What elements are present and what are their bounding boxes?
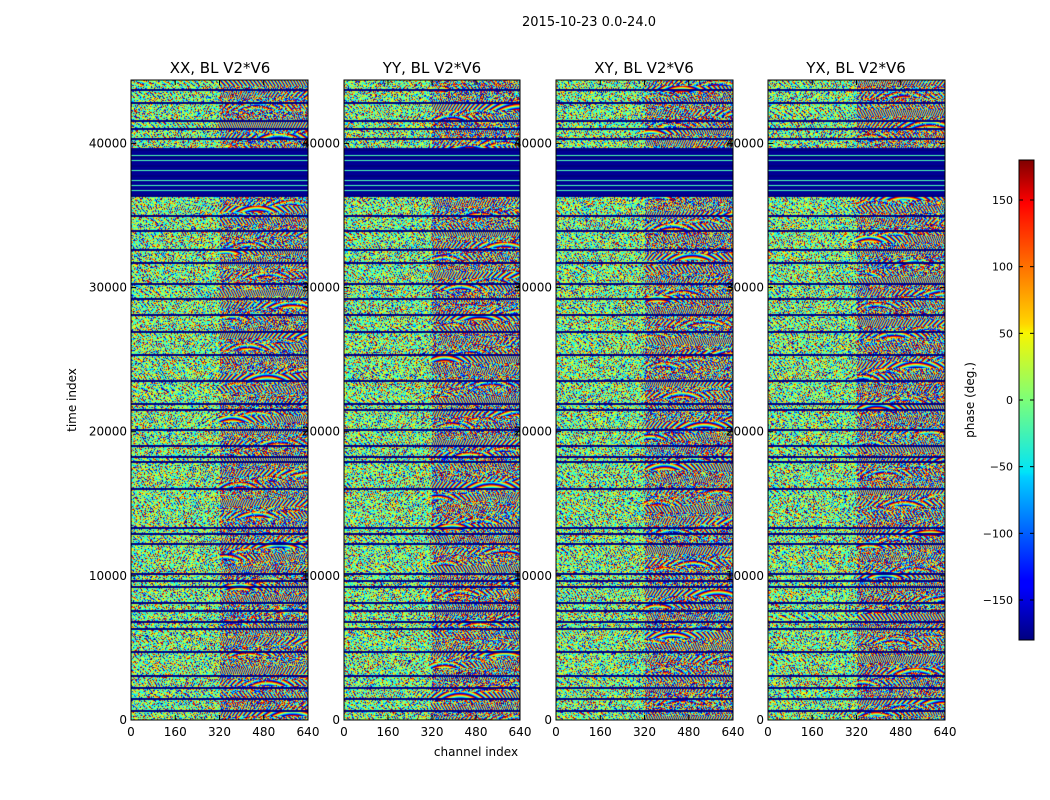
x-tick-label: 640 <box>722 725 745 739</box>
y-tick-label: 20000 <box>302 425 340 439</box>
x-tick-label: 640 <box>509 725 532 739</box>
y-axis-yx: 0 10000 20000 30000 40000 <box>726 136 945 727</box>
colorbar: 150 100 50 0 −50 −100 −150 phase (deg.) <box>963 159 1035 641</box>
heatmap-image <box>768 80 945 720</box>
x-tick-label: 480 <box>465 725 488 739</box>
x-tick-label: 480 <box>252 725 275 739</box>
panel-xx: XX, BL V2*V6 0 160 320 480 640 0 10000 20000 30… <box>89 59 320 739</box>
colorbar-tick-label: 50 <box>999 327 1013 340</box>
panel-title-xx: XX, BL V2*V6 <box>170 59 271 77</box>
heatmap-image <box>344 80 520 720</box>
y-tick-label: 0 <box>332 713 340 727</box>
heatmap-image <box>556 80 733 720</box>
colorbar-tick-label: 150 <box>992 194 1013 207</box>
x-tick-label: 160 <box>589 725 612 739</box>
y-tick-label: 0 <box>756 713 764 727</box>
y-axis-xy: 0 10000 20000 30000 40000 <box>514 136 733 727</box>
heatmap-xx <box>131 80 308 720</box>
colorbar-tick-label: 100 <box>992 261 1013 274</box>
colorbar-label: phase (deg.) <box>963 362 977 438</box>
colorbar-tick-label: −50 <box>990 461 1013 474</box>
x-axis-xy: 0 160 320 480 640 <box>552 80 744 739</box>
y-tick-label: 30000 <box>89 281 127 295</box>
y-tick-label: 20000 <box>726 425 764 439</box>
x-tick-label: 160 <box>377 725 400 739</box>
x-tick-label: 320 <box>633 725 656 739</box>
heatmap-image <box>131 80 308 720</box>
panel-title-yx: YX, BL V2*V6 <box>805 59 906 77</box>
y-tick-label: 30000 <box>302 281 340 295</box>
x-axis-label: channel index <box>434 745 518 759</box>
panel-yx: YX, BL V2*V6 0 160 320 480 640 0 10000 20000 30… <box>726 59 957 739</box>
panel-title-xy: XY, BL V2*V6 <box>594 59 694 77</box>
x-tick-label: 320 <box>845 725 868 739</box>
y-tick-label: 0 <box>544 713 552 727</box>
y-tick-label: 0 <box>119 713 127 727</box>
y-tick-label: 10000 <box>302 569 340 583</box>
y-tick-label: 20000 <box>514 425 552 439</box>
x-axis-yy: 0 160 320 480 640 <box>340 80 531 739</box>
colorbar-ticks: 150 100 50 0 −50 −100 −150 <box>983 194 1034 607</box>
y-axis-yy: 0 10000 20000 30000 40000 <box>302 136 520 727</box>
panel-title-yy: YY, BL V2*V6 <box>382 59 481 77</box>
x-tick-label: 640 <box>934 725 957 739</box>
x-tick-label: 0 <box>340 725 348 739</box>
y-axis-label: time index <box>65 368 79 432</box>
x-tick-label: 0 <box>764 725 772 739</box>
panel-xy: XY, BL V2*V6 0 160 320 480 640 0 10000 20000 30… <box>514 59 745 739</box>
chart-suptitle: 2015-10-23 0.0-24.0 <box>522 15 656 30</box>
x-tick-label: 320 <box>208 725 231 739</box>
colorbar-tick-label: −150 <box>983 594 1013 607</box>
x-tick-label: 640 <box>297 725 320 739</box>
x-axis-xx: 0 160 320 480 640 <box>127 80 319 739</box>
y-tick-label: 40000 <box>302 136 340 150</box>
heatmap-yy <box>344 80 520 720</box>
y-tick-label: 40000 <box>726 136 764 150</box>
colorbar-tick-label: 0 <box>1006 394 1013 407</box>
x-tick-label: 0 <box>552 725 560 739</box>
y-axis-xx: 0 10000 20000 30000 40000 <box>89 136 308 727</box>
x-axis-yx: 0 160 320 480 640 <box>764 80 956 739</box>
panel-yy: YY, BL V2*V6 0 160 320 480 640 0 10000 20000 30… <box>302 59 532 739</box>
x-tick-label: 160 <box>801 725 824 739</box>
x-tick-label: 160 <box>164 725 187 739</box>
x-tick-label: 480 <box>889 725 912 739</box>
y-tick-label: 20000 <box>89 425 127 439</box>
heatmap-xy <box>556 80 733 720</box>
y-tick-label: 10000 <box>726 569 764 583</box>
y-tick-label: 30000 <box>726 281 764 295</box>
heatmap-yx <box>768 80 945 720</box>
y-tick-label: 40000 <box>514 136 552 150</box>
x-tick-label: 480 <box>677 725 700 739</box>
y-tick-label: 10000 <box>89 569 127 583</box>
x-tick-label: 0 <box>127 725 135 739</box>
x-tick-label: 320 <box>421 725 444 739</box>
colorbar-tick-label: −100 <box>983 527 1013 540</box>
y-tick-label: 30000 <box>514 281 552 295</box>
y-tick-label: 40000 <box>89 136 127 150</box>
y-tick-label: 10000 <box>514 569 552 583</box>
